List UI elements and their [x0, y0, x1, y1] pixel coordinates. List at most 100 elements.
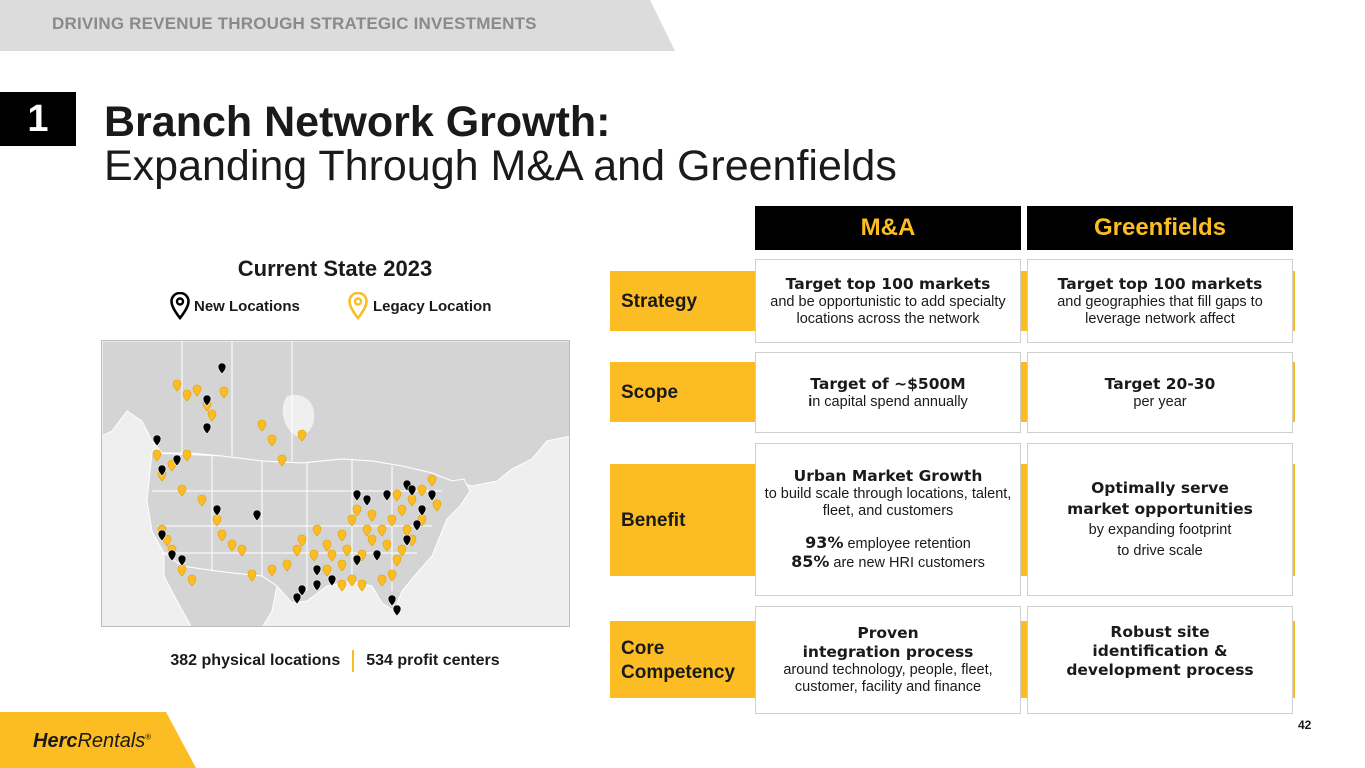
new-location-pin-icon: [427, 489, 437, 502]
cell-core-ma-bold1: Proven: [857, 624, 919, 642]
section-number-badge: 1: [0, 92, 76, 146]
legacy-location-pin-icon: [367, 509, 377, 522]
cell-core-ma-text: around technology, people, fleet, custom…: [783, 662, 993, 695]
legacy-location-pin-icon: [392, 554, 402, 567]
cell-benefit-gf-bold2: market opportunities: [1067, 499, 1253, 518]
legacy-location-pin-icon: [292, 544, 302, 557]
legacy-location-pin-icon: [177, 564, 187, 577]
row-label-scope: Scope: [621, 382, 679, 403]
legacy-location-pin-icon: [277, 454, 287, 467]
page-title: Branch Network Growth:: [104, 98, 611, 146]
legacy-location-pin-icon: [432, 499, 442, 512]
cell-scope-ma: Target of ~$500M in capital spend annual…: [755, 352, 1021, 433]
cell-strategy-greenfields: Target top 100 markets and geographies t…: [1027, 259, 1293, 343]
cell-benefit-ma-stat1: 93% employee retention: [805, 534, 971, 553]
new-location-pin-icon: [402, 534, 412, 547]
stat1-number: 93%: [805, 533, 844, 552]
legacy-location-pin-icon: [197, 494, 207, 507]
new-location-pin-icon: [157, 464, 167, 477]
new-location-pin-icon: [152, 434, 162, 447]
stat1-text: employee retention: [843, 536, 971, 552]
legacy-location-pin-icon: [297, 534, 307, 547]
new-location-pin-icon: [372, 549, 382, 562]
new-location-pin-icon: [312, 564, 322, 577]
legacy-location-pin-icon: [417, 484, 427, 497]
cell-benefit-greenfields: Optimally serve market opportunities by …: [1027, 443, 1293, 596]
legacy-location-pin-icon: [187, 574, 197, 587]
new-location-pin-icon: [362, 494, 372, 507]
legend-legacy-location: Legacy Location: [347, 292, 491, 320]
page-subtitle: Expanding Through M&A and Greenfields: [104, 142, 897, 190]
column-header-ma: M&A: [755, 206, 1021, 250]
cell-scope-ma-bold: Target of ~$500M: [810, 374, 966, 393]
legacy-location-pin-icon: [397, 544, 407, 557]
map-title: Current State 2023: [237, 256, 433, 281]
cell-core-greenfields: Robust site identification & development…: [1027, 606, 1293, 714]
cell-benefit-ma-text: to build scale through locations, talent…: [764, 486, 1012, 519]
legacy-location-pin-icon: [362, 524, 372, 537]
cell-scope-gf-text: per year: [1133, 393, 1187, 410]
column-header-greenfields: Greenfields: [1027, 206, 1293, 250]
new-location-pin-icon: [292, 592, 302, 605]
legacy-location-pin-icon: [267, 434, 277, 447]
profit-centers-stat: 534 profit centers: [366, 652, 500, 669]
new-location-pin-icon: [352, 489, 362, 502]
banner-text: DRIVING REVENUE THROUGH STRATEGIC INVEST…: [52, 14, 537, 33]
legacy-location-pin-icon: [192, 384, 202, 397]
cell-benefit-ma-bold: Urban Market Growth: [793, 467, 983, 485]
new-location-pin-icon: [407, 484, 417, 497]
legacy-location-pin-icon: [327, 549, 337, 562]
new-location-pin-icon: [217, 362, 227, 375]
cell-benefit-gf-text2: to drive scale: [1117, 542, 1203, 559]
herc-rentals-logo: HercRentals®: [33, 730, 152, 752]
legacy-location-pin-icon: [387, 514, 397, 527]
new-location-pin-icon: [297, 584, 307, 597]
legacy-location-pin-icon: [322, 564, 332, 577]
legacy-location-pin-icon: [309, 549, 319, 562]
new-location-pin-icon: [202, 394, 212, 407]
legacy-location-pin-icon: [357, 579, 367, 592]
new-location-pin-icon: [177, 554, 187, 567]
stat2-text: are new HRI customers: [829, 555, 985, 571]
legacy-location-pin-icon: [237, 544, 247, 557]
map-stats: 382 physical locations 534 profit center…: [100, 650, 570, 672]
new-location-pin-icon: [252, 509, 262, 522]
header-banner: [0, 0, 675, 51]
legacy-location-pin-icon: [337, 529, 347, 542]
cell-core-ma-bold2: integration process: [802, 643, 974, 661]
cell-strategy-ma-bold: Target top 100 markets: [785, 274, 991, 293]
row-label-strategy: Strategy: [621, 291, 698, 312]
legacy-location-pin-icon: [282, 559, 292, 572]
legacy-location-pin-icon: [347, 514, 357, 527]
legacy-location-pin-icon: [407, 494, 417, 507]
physical-locations-stat: 382 physical locations: [170, 652, 341, 669]
cell-benefit-gf-text1: by expanding footprint: [1088, 521, 1232, 538]
row-label-core-competency: Core Competency: [621, 637, 735, 685]
cell-benefit-ma: Urban Market Growth to build scale throu…: [755, 443, 1021, 596]
legacy-location-pin-icon: [247, 569, 257, 582]
new-location-pin-icon: [392, 604, 402, 617]
new-location-pin-icon: [382, 489, 392, 502]
legacy-location-pin-icon: [377, 524, 387, 537]
legacy-location-pin-icon: [367, 534, 377, 547]
legend-new-label: New Locations: [194, 297, 300, 315]
legacy-location-pin-icon: [152, 449, 162, 462]
new-location-pin-icon: [417, 504, 427, 517]
cell-strategy-ma-text: and be opportunistic to add specialty lo…: [770, 293, 1006, 327]
new-location-pin-icon: [157, 529, 167, 542]
legacy-location-pin-icon: [297, 429, 307, 442]
footer-accent-shape: [0, 712, 196, 768]
cell-scope-greenfields: Target 20-30 per year: [1027, 352, 1293, 433]
legacy-location-pin-icon: [207, 409, 217, 422]
cell-benefit-ma-stat2: 85% are new HRI customers: [791, 553, 985, 572]
row-label-benefit: Benefit: [621, 510, 686, 531]
new-location-pin-icon: [167, 549, 177, 562]
legacy-location-pin-icon: [212, 514, 222, 527]
legacy-location-pin-icon: [392, 489, 402, 502]
legacy-location-pin-icon: [352, 504, 362, 517]
legacy-location-pin-icon: [322, 539, 332, 552]
map-pins: [152, 362, 442, 617]
legend-new-locations: New Locations: [170, 292, 300, 320]
new-location-pin-icon: [327, 574, 337, 587]
stats-divider: [352, 650, 355, 672]
